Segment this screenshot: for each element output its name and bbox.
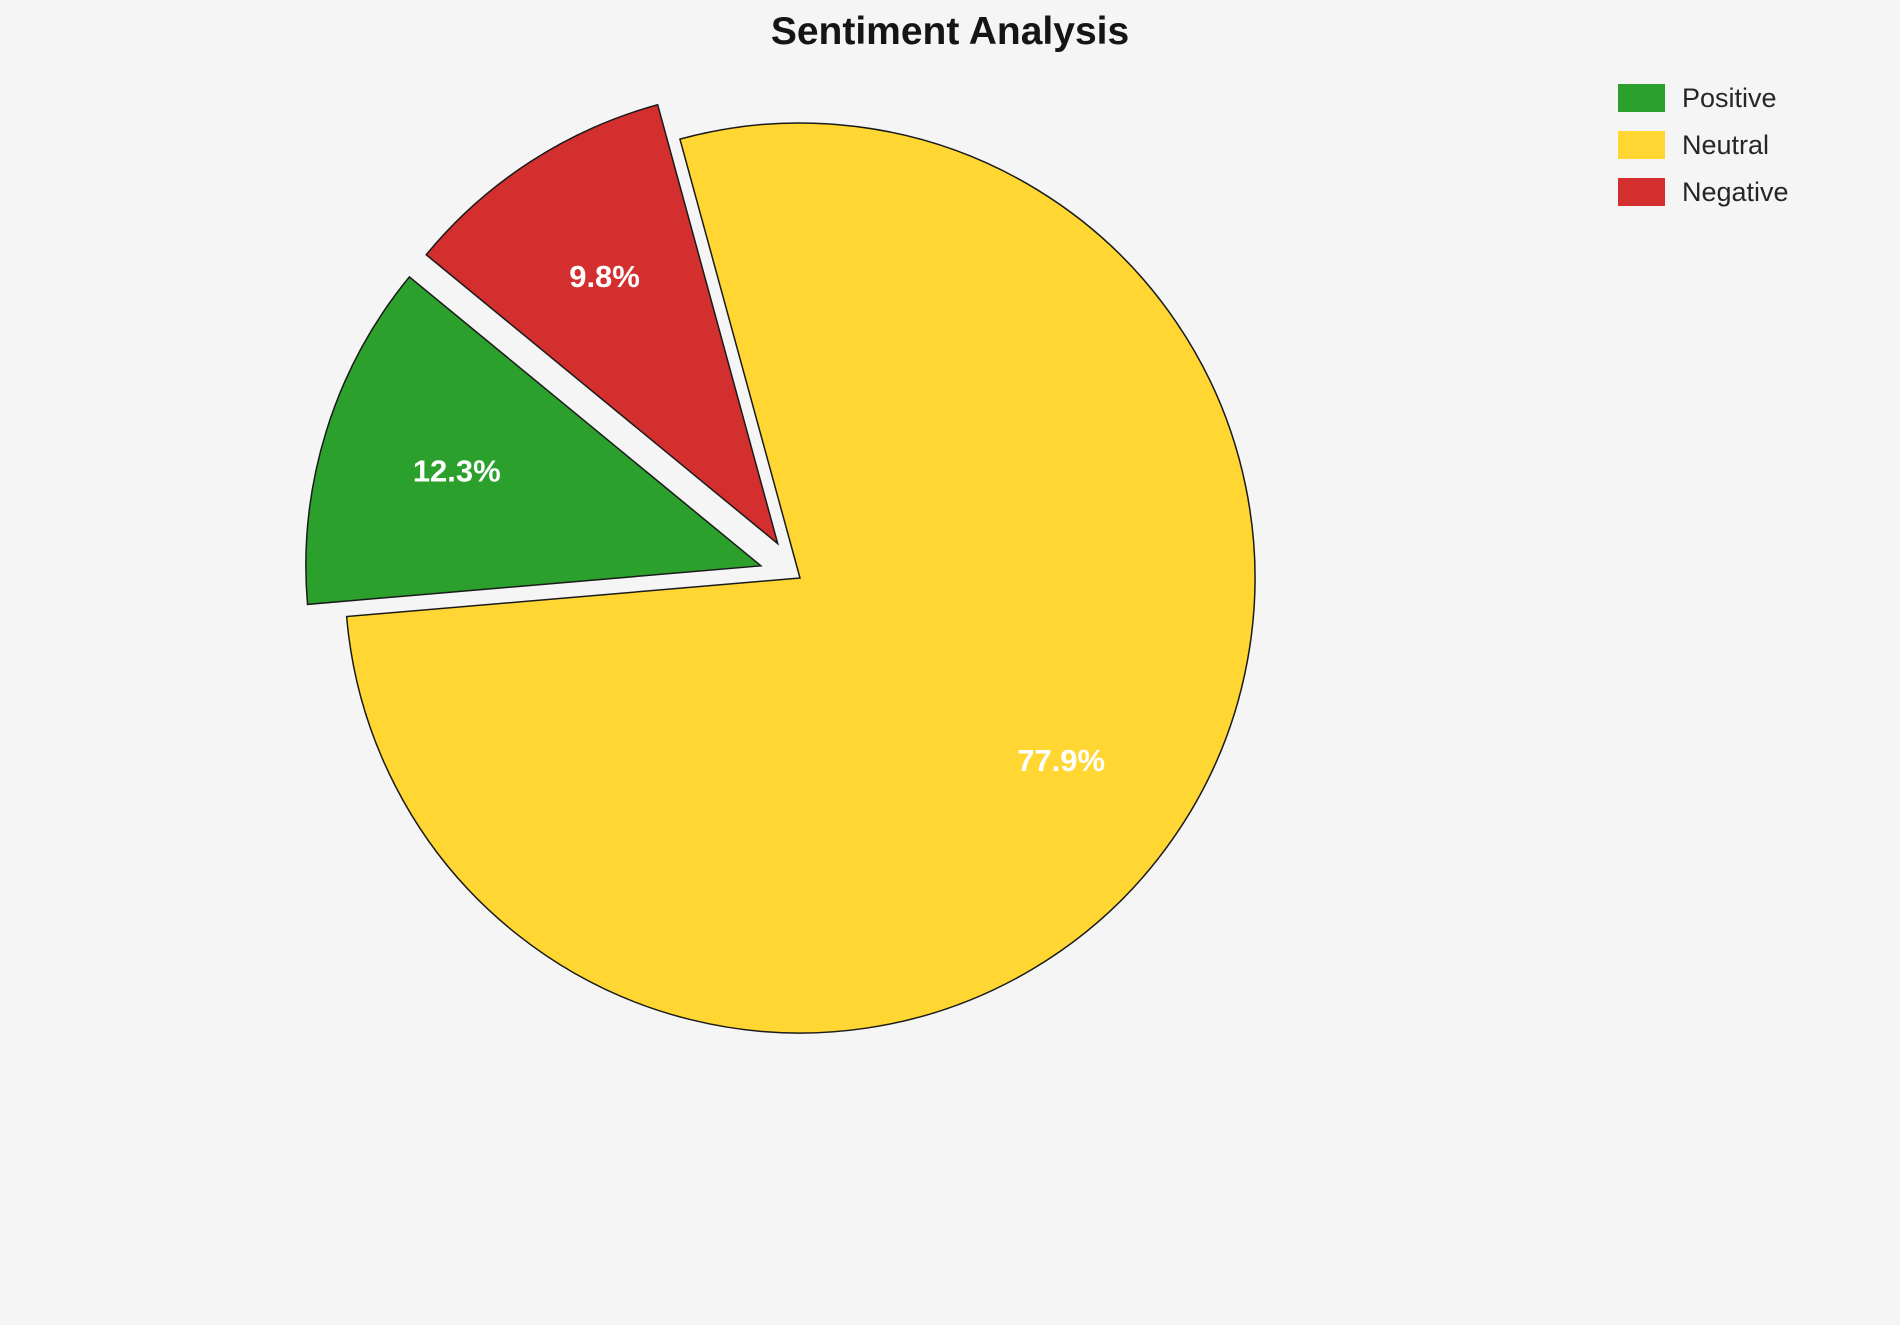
legend-label-positive: Positive [1682,82,1777,113]
chart-title: Sentiment Analysis [770,10,1130,53]
pie-slice-positive [305,275,763,606]
pie-percent-label-positive: 12.3% [413,454,501,489]
pie-percent-label-neutral: 77.9% [1017,743,1105,778]
legend-label-negative: Negative [1682,176,1789,207]
pie-slice-negative [425,103,780,546]
pie-slice-neutral [345,122,1256,1034]
legend-item-neutral: Neutral [1618,131,1789,159]
legend-swatch-positive [1618,84,1665,112]
legend-label-neutral: Neutral [1682,129,1770,160]
legend-swatch-negative [1618,178,1665,206]
pie-percent-label-negative: 9.8% [569,259,640,294]
legend-swatch-neutral [1618,131,1665,159]
legend-item-positive: Positive [1618,84,1789,112]
legend: Positive Neutral Negative [1618,84,1789,225]
legend-item-negative: Negative [1618,178,1789,206]
